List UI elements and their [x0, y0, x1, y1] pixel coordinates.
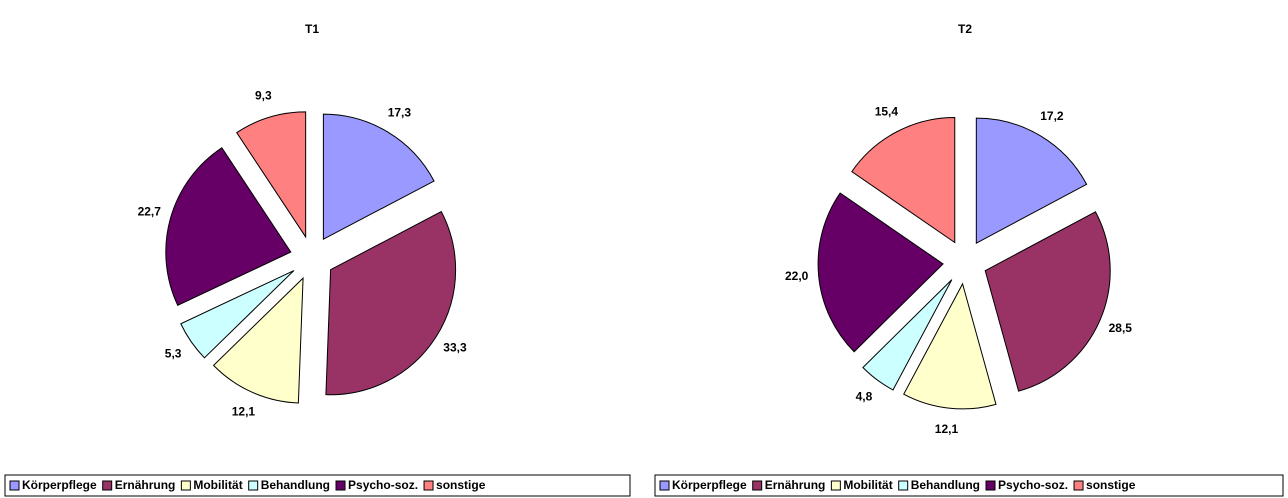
legend-swatch	[752, 480, 763, 491]
pie-slice	[903, 282, 997, 410]
legend-box	[654, 474, 1284, 497]
legend-swatch	[898, 480, 909, 491]
pie-slice	[862, 279, 953, 391]
legend-label: sonstige	[436, 478, 486, 492]
data-label: 17,2	[1040, 109, 1064, 123]
legend-swatch	[335, 480, 346, 491]
legend-label: Körperpflege	[22, 478, 97, 492]
data-label: 4,8	[856, 390, 873, 404]
legend-swatch	[830, 480, 841, 491]
pie-slice	[212, 276, 304, 404]
legend-label: Behandlung	[261, 478, 330, 492]
legend-box	[4, 474, 631, 497]
data-label: 9,3	[255, 88, 272, 102]
data-label: 17,3	[388, 106, 412, 120]
pie-slice	[322, 113, 435, 240]
pie-slice	[236, 111, 307, 239]
legend-swatch	[1073, 480, 1084, 491]
data-label: 12,1	[935, 422, 959, 436]
legend-swatch	[180, 480, 191, 491]
legend-swatch	[102, 480, 113, 491]
pie-slice	[180, 270, 295, 359]
data-label: 33,3	[443, 340, 467, 354]
legend-label: Körperpflege	[672, 478, 747, 492]
data-label: 22,0	[785, 269, 809, 283]
pie-slice	[984, 211, 1111, 392]
pie-slice	[817, 192, 944, 353]
legend-swatch	[248, 480, 259, 491]
data-label: 5,3	[165, 346, 182, 360]
data-label: 22,7	[138, 205, 162, 219]
legend-label: Psycho-soz.	[348, 478, 418, 492]
data-label: 28,5	[1109, 321, 1133, 335]
chart-title: T2	[958, 22, 972, 36]
pie-slice	[851, 117, 956, 244]
data-label: 12,1	[232, 405, 256, 419]
chart-title: T1	[305, 22, 319, 36]
legend-label: Mobilität	[193, 478, 242, 492]
legend-label: Ernährung	[115, 478, 176, 492]
legend-swatch	[985, 480, 996, 491]
legend-label: Mobilität	[843, 478, 892, 492]
legend-swatch	[659, 480, 670, 491]
legend-swatch	[9, 480, 20, 491]
legend-label: Psycho-soz.	[998, 478, 1068, 492]
pie-slice	[975, 117, 1088, 244]
legend-label: Behandlung	[911, 478, 980, 492]
legend-swatch	[423, 480, 434, 491]
legend-label: sonstige	[1086, 478, 1136, 492]
pie-slice	[325, 210, 457, 396]
data-label: 15,4	[875, 105, 899, 119]
pie-slice	[165, 147, 292, 306]
legend-label: Ernährung	[765, 478, 826, 492]
